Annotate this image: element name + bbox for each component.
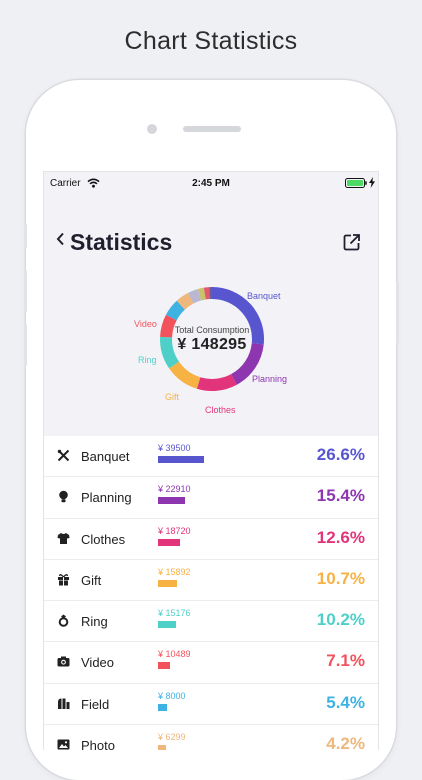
category-amount: ¥ 15892 [158, 567, 191, 577]
venue-icon [57, 697, 70, 715]
category-name: Planning [81, 490, 132, 505]
category-percent: 10.7% [317, 569, 365, 589]
chart-label-clothes: Clothes [205, 405, 236, 415]
category-amount: ¥ 15176 [158, 608, 191, 618]
list-item[interactable]: Field ¥ 8000 5.4% [44, 684, 378, 725]
category-amount: ¥ 39500 [158, 443, 191, 453]
total-consumption-value: ¥ 148295 [162, 336, 262, 354]
donut-slice-other2 [199, 294, 204, 295]
list-item[interactable]: Photo ¥ 6299 4.2% [44, 725, 378, 750]
category-bar [158, 704, 167, 711]
category-name: Clothes [81, 532, 125, 547]
ring-icon [57, 614, 70, 632]
category-name: Photo [81, 738, 115, 750]
phone-power-button [396, 282, 399, 344]
category-bar [158, 497, 185, 504]
category-list: Banquet ¥ 39500 26.6% Planning ¥ 22910 1… [44, 436, 378, 750]
lightbulb-icon [57, 490, 70, 508]
list-item[interactable]: Gift ¥ 15892 10.7% [44, 560, 378, 601]
phone-side-button [24, 224, 27, 248]
category-bar [158, 580, 177, 587]
category-percent: 4.2% [326, 734, 365, 750]
category-bar [158, 745, 166, 750]
category-name: Field [81, 697, 109, 712]
list-item[interactable]: Banquet ¥ 39500 26.6% [44, 436, 378, 477]
list-item[interactable]: Video ¥ 10489 7.1% [44, 642, 378, 683]
list-item[interactable]: Ring ¥ 15176 10.2% [44, 601, 378, 642]
category-amount: ¥ 8000 [158, 691, 186, 701]
category-bar [158, 456, 204, 463]
chart-label-banquet: Banquet [247, 291, 281, 301]
donut-slice-other1 [191, 295, 200, 298]
category-name: Gift [81, 573, 101, 588]
list-item[interactable]: Clothes ¥ 18720 12.6% [44, 519, 378, 560]
phone-volume-down [24, 324, 27, 366]
chart-label-gift: Gift [165, 392, 179, 402]
shirt-icon [57, 532, 70, 550]
donut-slice-gift [174, 365, 199, 383]
total-consumption-label: Total Consumption [162, 325, 262, 335]
category-percent: 12.6% [317, 528, 365, 548]
list-item[interactable]: Planning ¥ 22910 15.4% [44, 477, 378, 518]
image-icon [57, 738, 70, 750]
category-percent: 5.4% [326, 693, 365, 713]
category-percent: 7.1% [326, 651, 365, 671]
category-bar [158, 539, 180, 546]
chart-label-planning: Planning [252, 374, 287, 384]
category-percent: 15.4% [317, 486, 365, 506]
category-bar [158, 662, 170, 669]
category-name: Video [81, 655, 114, 670]
chart-label-video: Video [134, 319, 157, 329]
utensils-icon [57, 449, 70, 467]
category-amount: ¥ 18720 [158, 526, 191, 536]
headline: Chart Statistics [0, 27, 422, 56]
category-percent: 10.2% [317, 610, 365, 630]
chart-label-ring: Ring [138, 355, 157, 365]
earpiece-speaker [183, 126, 241, 132]
gift-icon [57, 573, 70, 591]
category-amount: ¥ 10489 [158, 649, 191, 659]
category-amount: ¥ 6299 [158, 732, 186, 742]
category-amount: ¥ 22910 [158, 484, 191, 494]
camera-icon [57, 655, 70, 673]
category-bar [158, 621, 176, 628]
donut-slice-clothes [199, 379, 234, 385]
app-screen: Carrier 2:45 PM Statistics [43, 171, 379, 750]
phone-volume-up [24, 270, 27, 312]
category-name: Banquet [81, 449, 129, 464]
donut-slice-photo [181, 298, 191, 305]
donut-slice-field [171, 305, 180, 317]
category-percent: 26.6% [317, 445, 365, 465]
front-camera [147, 124, 157, 134]
category-name: Ring [81, 614, 108, 629]
donut-chart [44, 172, 379, 436]
